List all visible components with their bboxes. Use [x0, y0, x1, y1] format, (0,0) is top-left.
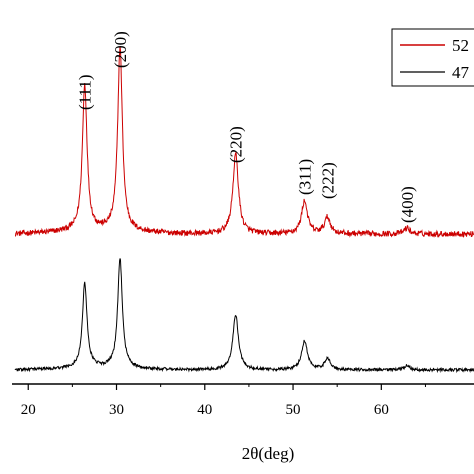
x-tick-label: 50 — [286, 402, 301, 418]
legend: 52 47 — [391, 28, 474, 87]
peak-label: (222) — [318, 162, 337, 199]
x-tick-label: 60 — [374, 402, 389, 418]
x-axis-title: 2θ(deg) — [242, 444, 295, 463]
x-axis-ticks: 20 30 40 50 60 — [21, 384, 426, 418]
x-tick-label: 40 — [197, 402, 212, 418]
peak-label: (111) — [76, 74, 95, 110]
x-tick-label: 20 — [21, 402, 36, 418]
peak-annotations: (111) (200) (220) (311) (222) (400) — [76, 31, 417, 223]
x-axis: 20 30 40 50 60 2θ(deg) — [12, 383, 474, 463]
x-tick-label: 30 — [109, 402, 124, 418]
series-line-52 — [14, 46, 474, 238]
legend-box — [391, 28, 474, 87]
peak-label: (311) — [296, 159, 315, 195]
legend-label-red: 52 — [452, 36, 469, 55]
series-lines — [14, 46, 474, 374]
legend-label-black: 47 — [452, 63, 470, 82]
peak-label: (220) — [227, 126, 246, 163]
peak-label: (400) — [398, 186, 417, 223]
peak-label: (200) — [111, 31, 130, 68]
series-line-47 — [14, 258, 474, 374]
